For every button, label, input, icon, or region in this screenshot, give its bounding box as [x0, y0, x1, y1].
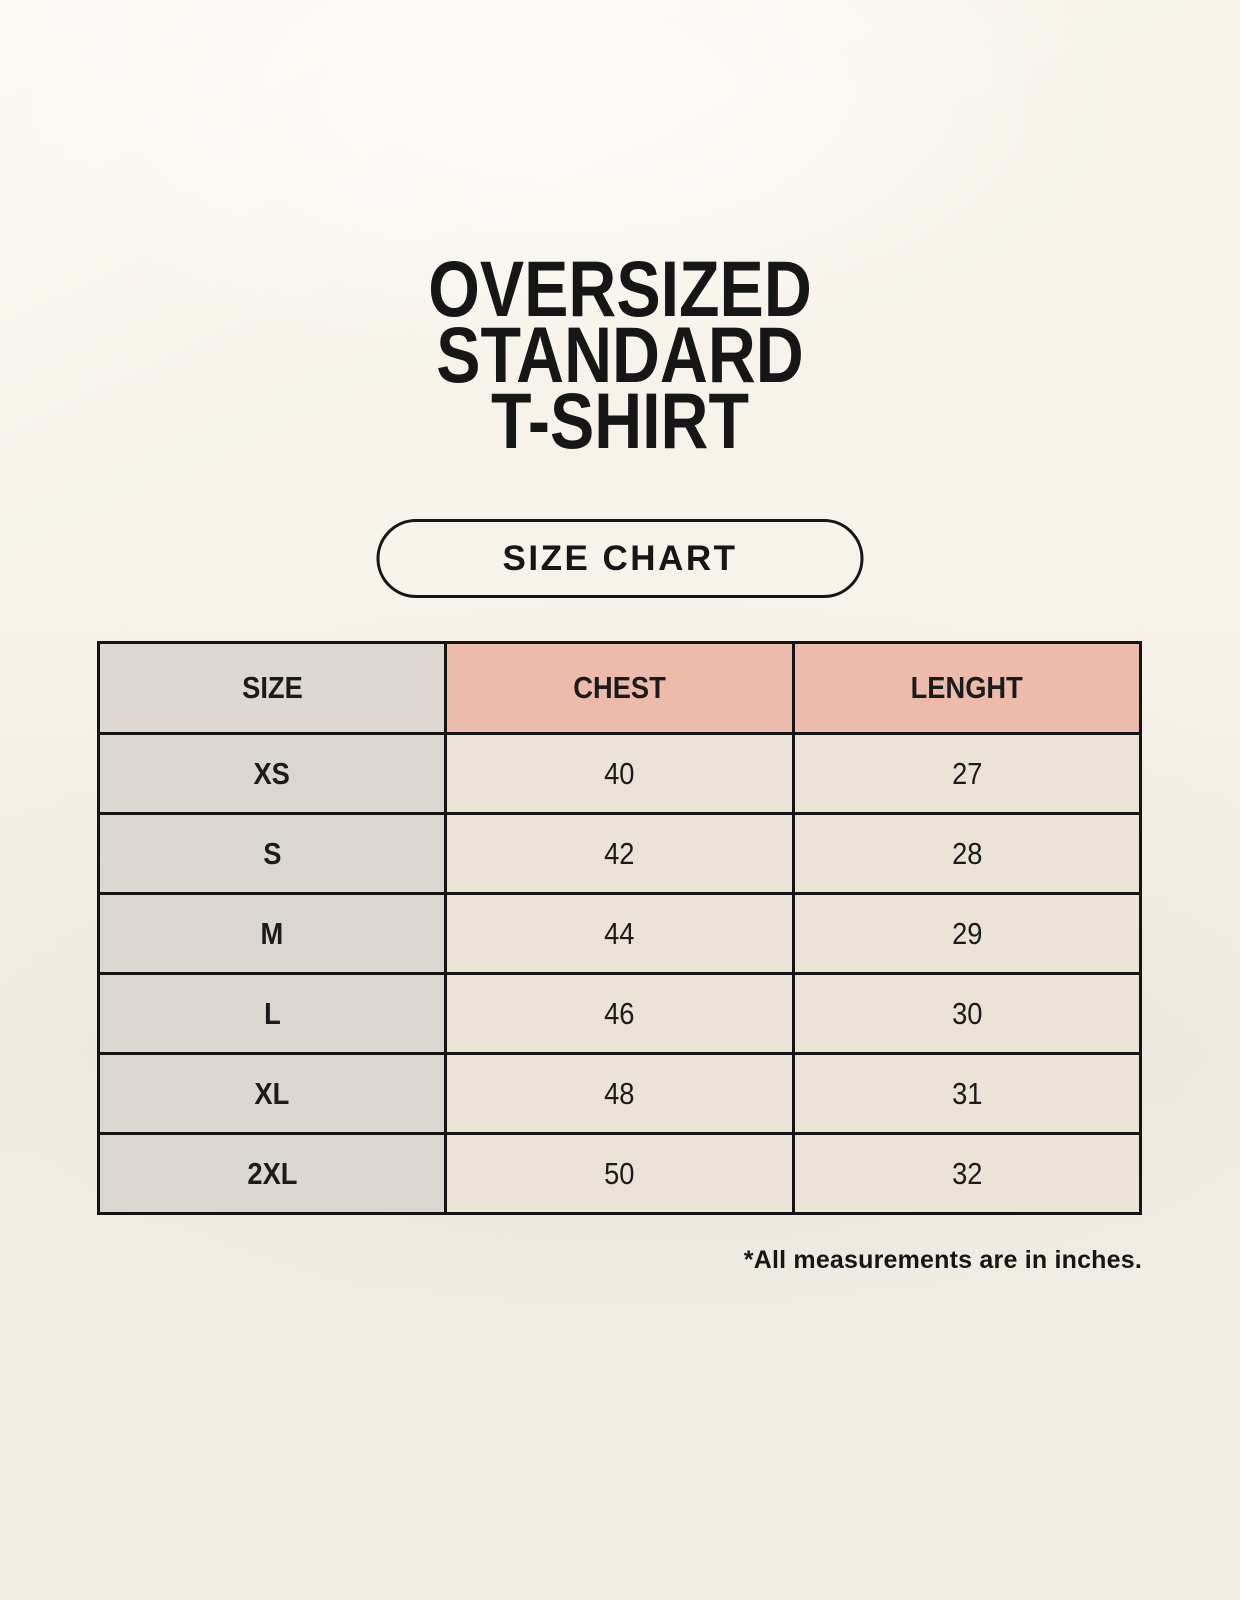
size-chart-button[interactable]: SIZE CHART	[376, 519, 864, 598]
page-title: OVERSIZED STANDARD T-SHIRT	[99, 244, 1141, 465]
table-row: 2XL 50 32	[96, 1132, 1143, 1215]
chest-cell: 40	[444, 732, 795, 815]
title-line-3: T-SHIRT	[490, 376, 750, 465]
title-line-1: OVERSIZED	[428, 244, 812, 333]
size-cell: 2XL	[96, 1132, 448, 1215]
measurements-footnote: *All measurements are in inches.	[743, 1246, 1142, 1274]
size-cell: S	[96, 812, 448, 895]
table-header-row: SIZE CHEST LENGHT	[96, 641, 1143, 735]
length-cell: 32	[791, 1132, 1143, 1215]
size-chart-table: SIZE CHEST LENGHT XS 40 27 S 42 28 M 44 …	[96, 641, 1143, 1215]
column-header-size: SIZE	[96, 641, 448, 735]
chest-cell: 44	[444, 892, 795, 975]
column-header-length: LENGHT	[791, 641, 1143, 735]
chest-cell: 46	[444, 972, 795, 1055]
table-row: L 46 30	[96, 972, 1143, 1055]
length-cell: 27	[791, 732, 1143, 815]
column-header-chest: CHEST	[444, 641, 795, 735]
table-row: XL 48 31	[96, 1052, 1143, 1135]
length-cell: 30	[791, 972, 1143, 1055]
size-cell: XL	[96, 1052, 448, 1135]
chest-cell: 48	[444, 1052, 795, 1135]
size-chart-button-label: SIZE CHART	[502, 538, 738, 578]
table-row: M 44 29	[96, 892, 1143, 975]
length-cell: 29	[791, 892, 1143, 975]
chest-cell: 50	[444, 1132, 795, 1215]
length-cell: 31	[791, 1052, 1143, 1135]
title-line-2: STANDARD	[436, 310, 804, 399]
size-cell: L	[96, 972, 448, 1055]
table-row: S 42 28	[96, 812, 1143, 895]
size-cell: M	[96, 892, 448, 975]
length-cell: 28	[791, 812, 1143, 895]
size-cell: XS	[96, 732, 448, 815]
chest-cell: 42	[444, 812, 795, 895]
table-row: XS 40 27	[96, 732, 1143, 815]
